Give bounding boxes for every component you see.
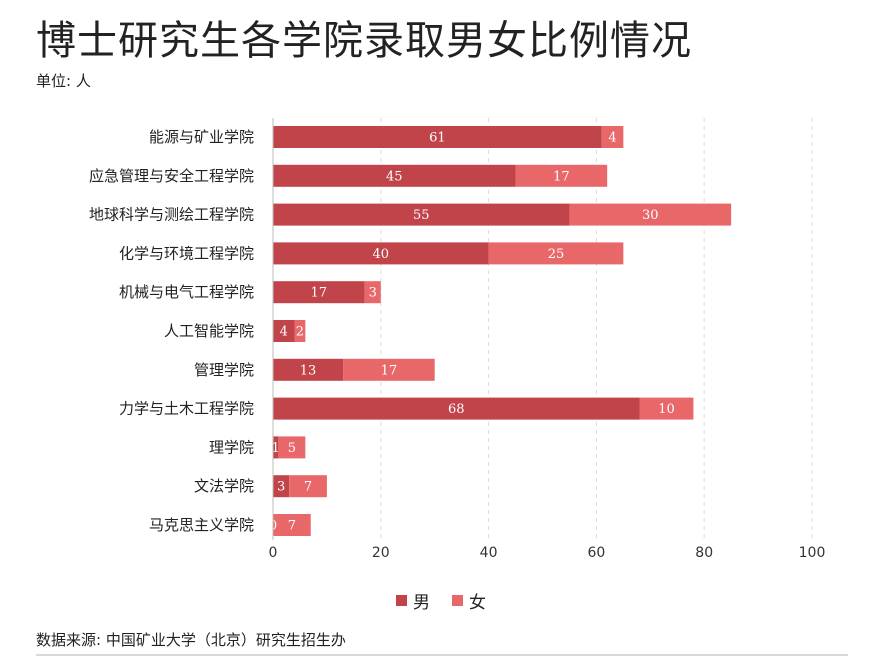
legend: 男 女 (396, 588, 486, 613)
value-label-male: 1 (272, 441, 280, 456)
bars (273, 126, 732, 536)
value-label-male: 55 (413, 208, 430, 223)
bottom-divider (36, 654, 848, 656)
bar-male (273, 164, 516, 187)
legend-item-male[interactable]: 男 (396, 588, 430, 613)
x-tick-label: 20 (372, 545, 390, 561)
x-tick-label: 80 (695, 545, 713, 561)
value-label-female: 25 (548, 247, 565, 262)
category-label: 应急管理与安全工程学院 (89, 167, 254, 185)
bar-female (569, 203, 732, 226)
legend-item-female[interactable]: 女 (452, 588, 486, 613)
legend-swatch-male (396, 595, 407, 606)
x-tick-label: 0 (269, 545, 278, 561)
value-label-female: 17 (381, 363, 398, 378)
category-label: 地球科学与测绘工程学院 (89, 206, 254, 224)
value-label-male: 61 (429, 131, 446, 146)
category-label: 能源与矿业学院 (149, 128, 254, 146)
value-label-male: 4 (280, 325, 288, 340)
bar-female (273, 514, 311, 536)
bar-male (273, 397, 640, 420)
value-label-male: 3 (277, 480, 285, 495)
bar-female (278, 436, 306, 459)
value-label-female: 3 (369, 286, 377, 301)
grid-lines (380, 118, 813, 540)
value-label-female: 2 (296, 325, 304, 340)
bar-female (343, 358, 435, 381)
category-label: 人工智能学院 (164, 322, 254, 340)
bar-male (273, 242, 489, 265)
value-label-female: 7 (304, 480, 312, 495)
bar-male (273, 126, 602, 148)
chart-title: 博士研究生各学院录取男女比例情况 (36, 18, 692, 64)
category-label: 马克思主义学院 (149, 516, 254, 534)
bar-female (289, 475, 327, 498)
value-label-male: 40 (373, 247, 390, 262)
category-label: 化学与环境工程学院 (119, 244, 254, 262)
category-labels: 能源与矿业学院应急管理与安全工程学院地球科学与测绘工程学院化学与环境工程学院机械… (89, 128, 254, 534)
unit-note: 单位: 人 (36, 72, 91, 90)
value-label-male: 17 (311, 286, 328, 301)
bar-male (273, 358, 344, 381)
bar-male (273, 475, 290, 498)
bar-male (273, 320, 295, 342)
bar-female (601, 126, 624, 148)
bar-male (273, 203, 570, 226)
value-label-female: 5 (288, 441, 296, 456)
source-note: 数据来源: 中国矿业大学（北京）研究生招生办 (36, 631, 346, 649)
category-label: 力学与土木工程学院 (119, 400, 254, 418)
bar-female (364, 281, 381, 304)
x-tick-label: 40 (480, 545, 498, 561)
bar-male (273, 436, 279, 459)
value-label-male: 68 (448, 402, 465, 417)
value-label-female: 17 (553, 169, 570, 184)
bar-female (294, 320, 306, 342)
value-label-male: 45 (386, 169, 403, 184)
category-label: 理学院 (209, 438, 254, 456)
bar-female (515, 164, 608, 187)
legend-label-female: 女 (469, 593, 486, 613)
bar-female (639, 397, 694, 420)
value-label-male: 13 (300, 363, 317, 378)
x-tick-label: 60 (587, 545, 605, 561)
category-label: 文法学院 (194, 477, 254, 495)
value-label-female: 30 (642, 208, 659, 223)
value-label-female: 7 (288, 519, 296, 534)
legend-label-male: 男 (413, 593, 430, 613)
bar-male (273, 281, 365, 304)
value-label-female: 10 (658, 402, 675, 417)
x-axis-tick-labels: 0 20 40 60 80 100 (269, 545, 826, 561)
category-label: 机械与电气工程学院 (119, 283, 254, 301)
legend-swatch-female (452, 595, 463, 606)
bar-female (488, 242, 624, 265)
value-label-female: 4 (608, 131, 616, 146)
category-label: 管理学院 (194, 361, 254, 379)
x-tick-label: 100 (799, 545, 826, 561)
